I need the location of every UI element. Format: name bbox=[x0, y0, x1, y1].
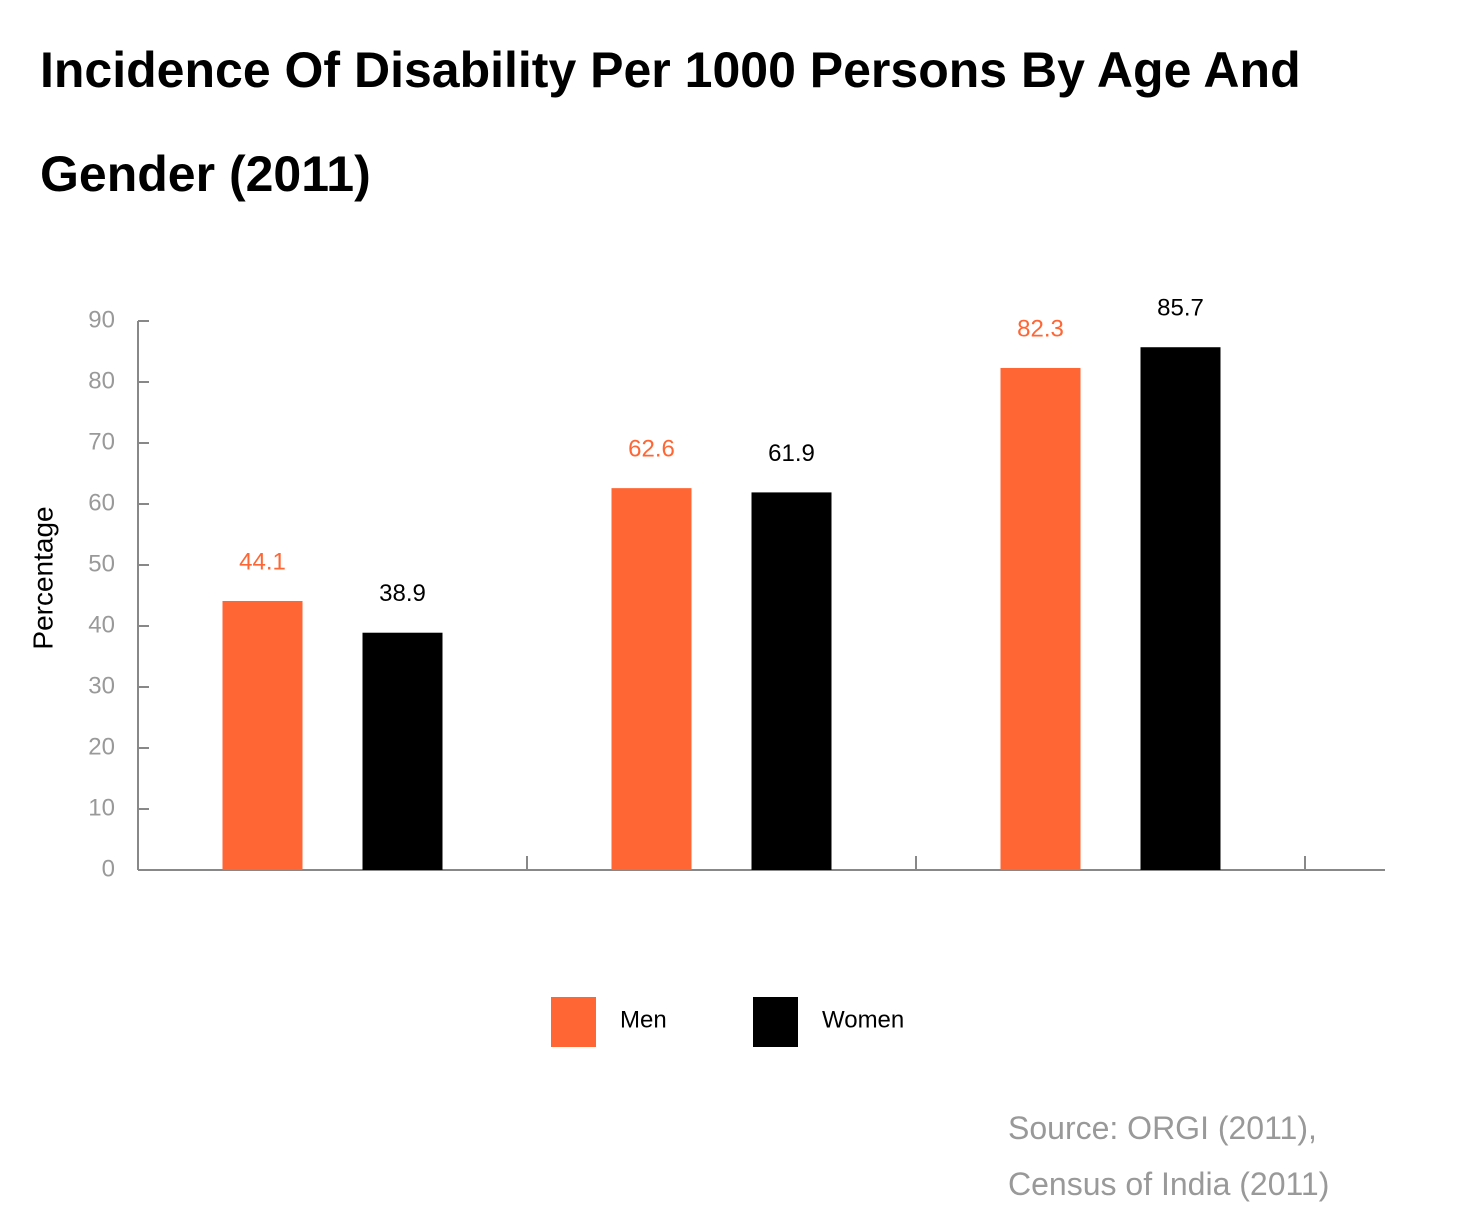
y-tick-label: 50 bbox=[88, 550, 115, 577]
y-tick-label: 60 bbox=[88, 489, 115, 516]
y-axis-label: Percentage bbox=[27, 506, 58, 649]
bar bbox=[751, 492, 832, 870]
data-label: 38.9 bbox=[379, 580, 426, 607]
data-label: 85.7 bbox=[1157, 295, 1204, 322]
y-tick-label: 80 bbox=[88, 367, 115, 394]
data-label: 44.1 bbox=[239, 548, 286, 575]
bar bbox=[1140, 347, 1221, 871]
data-label: 61.9 bbox=[768, 440, 815, 467]
legend-label: Men bbox=[620, 1006, 667, 1033]
chart: Percentage 0 10 20 30 40 50 60 70 80 90 44.1 62.6 82… bbox=[27, 295, 1385, 1047]
bar bbox=[362, 632, 443, 870]
bar bbox=[1000, 367, 1081, 870]
bar bbox=[222, 600, 303, 870]
data-label: 82.3 bbox=[1017, 315, 1064, 342]
data-label: 62.6 bbox=[628, 435, 675, 462]
bar bbox=[611, 488, 692, 870]
y-tick-label: 70 bbox=[88, 428, 115, 455]
y-tick-label: 20 bbox=[88, 733, 115, 760]
source-note: Source: ORGI (2011), Census of India (20… bbox=[1008, 1110, 1330, 1202]
chart-title: Incidence Of Disability Per 1000 Persons… bbox=[40, 42, 1301, 202]
y-tick-label: 90 bbox=[88, 306, 115, 333]
y-tick-label: 0 bbox=[102, 855, 115, 882]
y-tick-label: 10 bbox=[88, 794, 115, 821]
y-tick-label: 40 bbox=[88, 611, 115, 638]
y-tick-label: 30 bbox=[88, 672, 115, 699]
legend-swatch bbox=[753, 997, 798, 1047]
legend-label: Women bbox=[822, 1006, 904, 1033]
legend-swatch bbox=[551, 997, 596, 1047]
